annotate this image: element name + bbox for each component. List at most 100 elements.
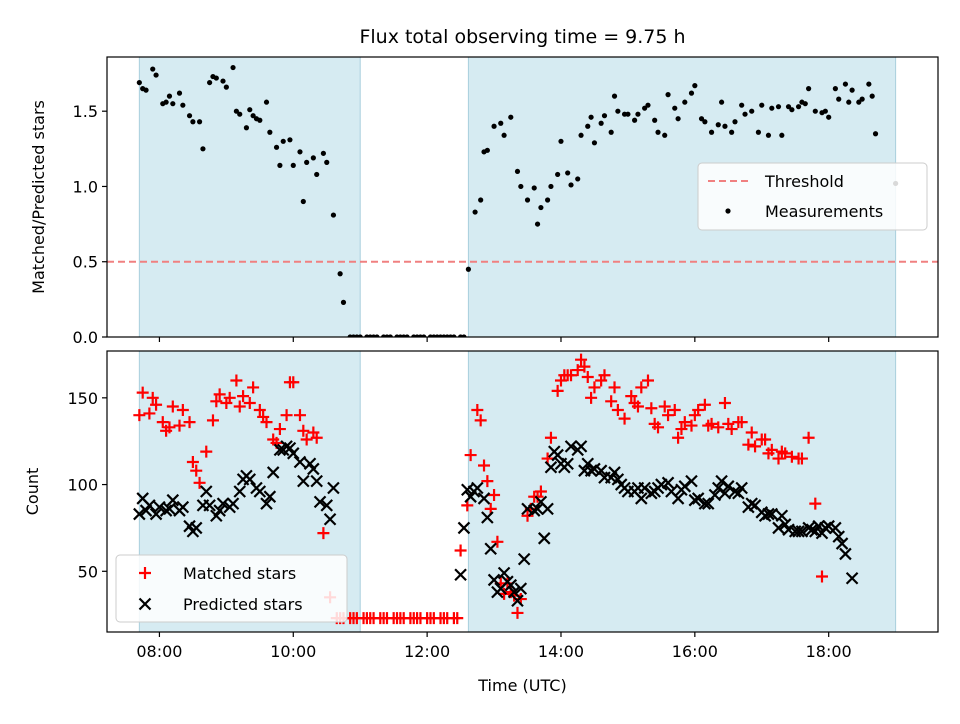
x-point bbox=[728, 485, 742, 498]
dot-point bbox=[866, 81, 872, 87]
plus-point bbox=[692, 403, 705, 416]
dot-point bbox=[611, 93, 618, 99]
dot-point bbox=[290, 162, 296, 168]
plus-point bbox=[611, 403, 624, 416]
dot-point bbox=[314, 171, 320, 178]
panel-1-data bbox=[136, 64, 899, 337]
dot-point bbox=[340, 299, 347, 305]
x-point bbox=[511, 594, 524, 608]
x-point bbox=[481, 511, 494, 524]
plus-point bbox=[300, 433, 313, 446]
dot-point bbox=[330, 212, 337, 218]
plus-point bbox=[173, 419, 186, 432]
plus-point bbox=[772, 452, 785, 465]
dot-point bbox=[501, 132, 507, 138]
dot-point bbox=[461, 334, 467, 337]
plus-point bbox=[163, 421, 176, 434]
y-tick-label: 0.0 bbox=[73, 328, 98, 347]
legend-label-threshold: Threshold bbox=[764, 172, 844, 191]
x-point bbox=[544, 460, 558, 474]
dot-point bbox=[842, 81, 849, 87]
legend-box bbox=[115, 554, 348, 623]
legend-predicted-swatch bbox=[138, 597, 152, 611]
dot-point bbox=[739, 102, 745, 108]
dot-point bbox=[635, 111, 641, 117]
dot-point bbox=[143, 87, 149, 93]
x-point bbox=[835, 537, 849, 550]
dot-point bbox=[267, 129, 273, 135]
x-point bbox=[832, 530, 846, 543]
dot-point bbox=[849, 87, 855, 93]
dot-point bbox=[625, 111, 631, 117]
x-point bbox=[454, 568, 467, 582]
dot-point bbox=[136, 79, 142, 86]
plus-point bbox=[451, 612, 464, 625]
dot-point bbox=[421, 334, 427, 337]
dot-point bbox=[548, 183, 554, 190]
dot-point bbox=[869, 93, 875, 99]
dot-point bbox=[759, 102, 765, 108]
plus-point bbox=[809, 497, 822, 510]
x-point bbox=[661, 476, 675, 490]
x-point bbox=[701, 497, 715, 510]
dot-point bbox=[250, 113, 256, 119]
x-point bbox=[243, 473, 257, 486]
x-point bbox=[772, 521, 785, 535]
x-point bbox=[273, 443, 287, 457]
dot-point bbox=[544, 197, 551, 203]
dot-point bbox=[802, 101, 808, 107]
dot-point bbox=[585, 123, 591, 129]
plus-point bbox=[156, 416, 169, 429]
dot-point bbox=[374, 334, 380, 337]
plus-point bbox=[297, 424, 310, 437]
dot-point bbox=[822, 108, 828, 114]
plus-point bbox=[662, 409, 675, 422]
x-point bbox=[735, 481, 748, 495]
plus-point bbox=[200, 445, 213, 458]
series-measurements bbox=[136, 64, 899, 337]
panel-2-frame bbox=[106, 350, 939, 633]
dot-point bbox=[257, 117, 263, 123]
y-axis-label: Count bbox=[23, 468, 42, 516]
x-point bbox=[765, 507, 779, 521]
x-point bbox=[507, 585, 521, 599]
dot-point bbox=[675, 116, 681, 122]
x-point bbox=[189, 521, 203, 535]
legend-label-measurements: Measurements bbox=[765, 202, 883, 221]
dot-point bbox=[404, 334, 410, 337]
plus-point bbox=[551, 384, 564, 397]
plus-point bbox=[243, 397, 256, 410]
plus-point bbox=[759, 433, 772, 446]
x-point bbox=[143, 499, 156, 512]
dot-point bbox=[859, 96, 865, 102]
dot-point bbox=[484, 147, 490, 153]
plus-point bbox=[785, 450, 798, 463]
y-tick-label: 1.0 bbox=[73, 177, 98, 196]
dot-point bbox=[472, 209, 478, 215]
dot-point bbox=[662, 132, 668, 138]
dot-point bbox=[729, 129, 735, 135]
legend-measurements-swatch bbox=[725, 208, 731, 214]
y-axis-label: Matched/Predicted stars bbox=[29, 100, 48, 294]
dot-point bbox=[247, 107, 253, 113]
dot-point bbox=[672, 105, 678, 111]
plus-point bbox=[544, 431, 557, 444]
dot-point bbox=[601, 113, 608, 119]
dot-point bbox=[213, 75, 219, 81]
dot-point bbox=[665, 92, 671, 98]
plus-point bbox=[749, 440, 762, 453]
plus-point bbox=[605, 395, 618, 408]
x-point bbox=[266, 466, 280, 479]
y-tick-label: 100 bbox=[67, 476, 98, 495]
plus-point bbox=[206, 414, 219, 427]
plus-point bbox=[598, 369, 611, 382]
dot-point bbox=[575, 176, 581, 182]
x-tick-label: 14:00 bbox=[538, 642, 584, 661]
x-point bbox=[802, 521, 815, 535]
x-point bbox=[504, 578, 518, 592]
x-point bbox=[845, 571, 859, 585]
plus-point bbox=[233, 400, 246, 413]
legend-box bbox=[697, 162, 928, 231]
x-point bbox=[594, 464, 608, 477]
